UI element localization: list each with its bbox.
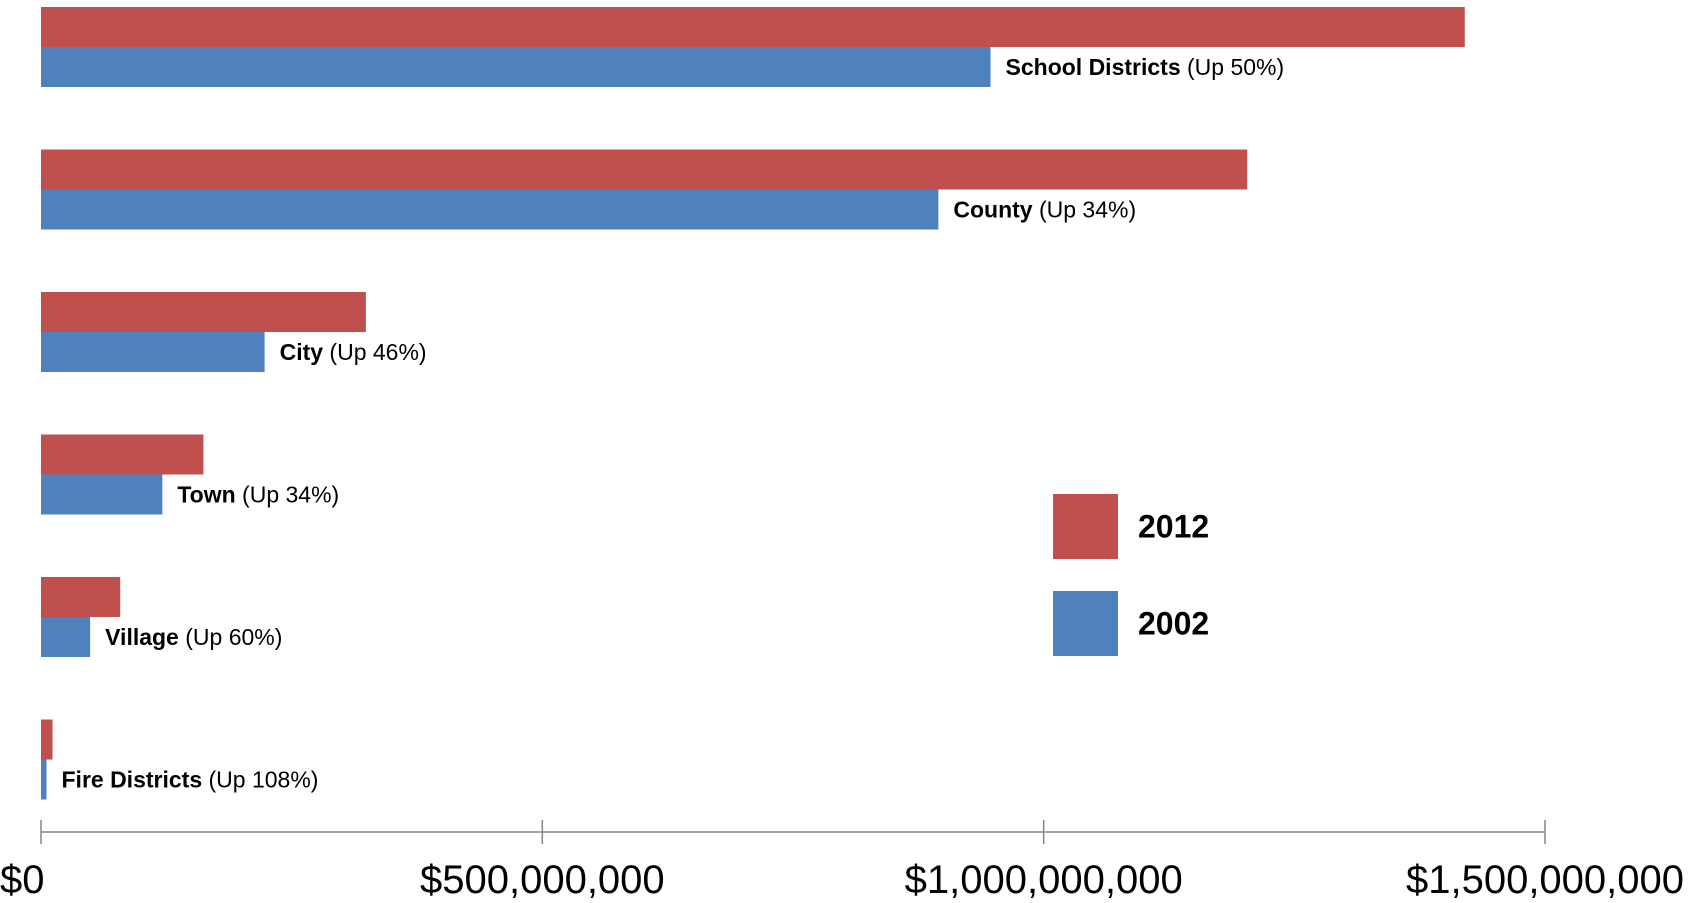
bar-2012-village: [41, 577, 121, 617]
change-label: (Up 60%): [179, 624, 283, 650]
bar-2012-city: [41, 292, 366, 332]
bar-label-village: Village (Up 60%): [105, 624, 282, 650]
bar-2002-school-districts: [41, 47, 991, 87]
bar-2002-town: [41, 474, 163, 515]
bar-label-fire-districts: Fire Districts (Up 108%): [62, 767, 319, 793]
legend-label-2012: 2012: [1138, 509, 1209, 545]
bar-2002-city: [41, 332, 265, 372]
bar-2002-fire-districts: [41, 759, 47, 800]
bars-layer: [41, 7, 1465, 800]
bar-2012-county: [41, 149, 1248, 190]
change-label: (Up 50%): [1181, 54, 1285, 80]
bar-label-county: County (Up 34%): [953, 197, 1136, 223]
change-label: (Up 34%): [236, 482, 340, 508]
category-label: City: [280, 339, 324, 365]
bar-2002-village: [41, 617, 91, 657]
x-tick-label: $1,000,000,000: [905, 858, 1183, 902]
category-label: School Districts: [1006, 54, 1181, 80]
bar-2012-school-districts: [41, 7, 1465, 47]
bar-2002-county: [41, 189, 939, 230]
change-label: (Up 108%): [202, 767, 318, 793]
x-tick-label: $500,000,000: [420, 858, 665, 902]
bar-2012-town: [41, 434, 204, 475]
bar-label-city: City (Up 46%): [280, 339, 427, 365]
bar-label-town: Town (Up 34%): [177, 482, 339, 508]
legend-swatch-2012: [1053, 494, 1118, 559]
bar-2012-fire-districts: [41, 719, 53, 760]
bar-label-school-districts: School Districts (Up 50%): [1006, 54, 1285, 80]
category-label: Fire Districts: [62, 767, 203, 793]
category-label: County: [953, 197, 1032, 223]
category-label: Village: [105, 624, 179, 650]
legend-swatch-2002: [1053, 591, 1118, 656]
x-axis: $0 $500,000,000 $1,000,000,000 $1,500,000,0…: [0, 820, 1684, 902]
x-tick-label: $0: [0, 858, 45, 902]
legend-label-2002: 2002: [1138, 606, 1209, 642]
x-tick-label: $1,500,000,000: [1406, 858, 1684, 902]
change-label: (Up 46%): [323, 339, 427, 365]
legend: 2012 2002: [1053, 494, 1209, 656]
change-label: (Up 34%): [1033, 197, 1137, 223]
bar-labels-layer: School Districts (Up 50%) County (Up 34%)…: [62, 54, 1285, 793]
category-label: Town: [177, 482, 235, 508]
